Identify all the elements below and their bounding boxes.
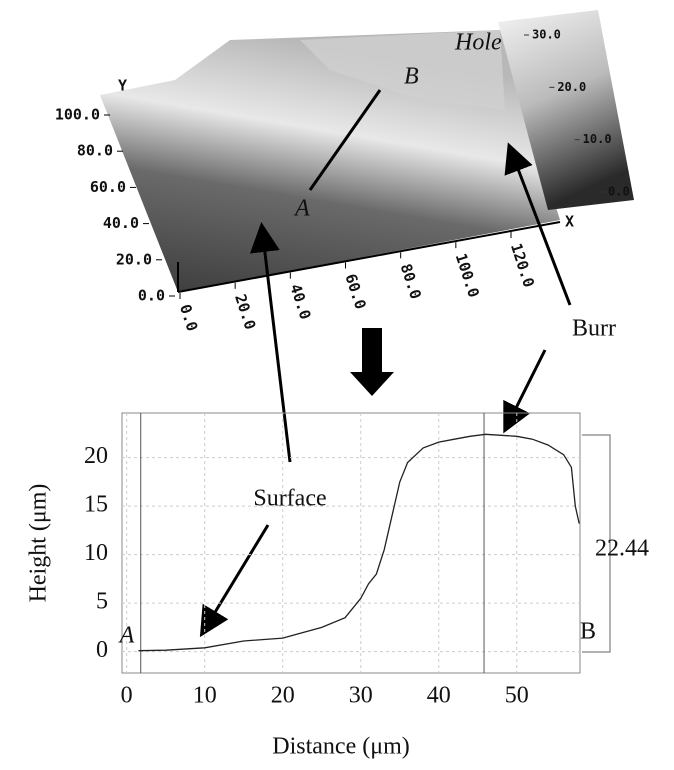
annotation: B xyxy=(580,619,596,645)
x-tick-label: 40.0 xyxy=(286,282,314,322)
y-tick-label: 100.0 xyxy=(55,106,100,124)
x-tick-label: 60.0 xyxy=(341,272,369,312)
x-tick-label: 40 xyxy=(427,683,451,709)
colorbar-tick-label: 20.0 xyxy=(557,80,586,94)
x-tick-label: 20 xyxy=(271,683,295,709)
annotation: Hole xyxy=(454,30,502,56)
y-tick-label: 15 xyxy=(84,492,108,518)
colorbar-tick-label: 30.0 xyxy=(532,28,561,42)
y-tick-label: 20.0 xyxy=(116,250,152,268)
x-tick-label: 20.0 xyxy=(231,292,259,332)
figure: 0.020.040.060.080.0100.00.020.040.060.08… xyxy=(0,0,674,770)
x-tick-label: 30 xyxy=(349,683,373,709)
x-axis-label: Distance (μm) xyxy=(272,734,409,760)
annotation: B xyxy=(404,64,419,90)
annotation: A xyxy=(293,196,310,222)
x-tick-label: 50 xyxy=(505,683,529,709)
x-tick-label: 80.0 xyxy=(397,261,425,301)
colorbar-tick-label: 10.0 xyxy=(583,132,612,146)
x-tick-label: 100.0 xyxy=(452,251,483,300)
x-tick-label: 0 xyxy=(121,683,133,709)
y-tick-label: 80.0 xyxy=(77,142,113,160)
x-axis-label: X xyxy=(565,213,574,231)
y-tick-label: 5 xyxy=(96,589,108,615)
y-tick-label: 10 xyxy=(84,540,108,566)
y-axis-label: Y xyxy=(118,77,127,95)
y-tick-label: 0 xyxy=(96,637,108,663)
y-tick-label: 60.0 xyxy=(90,178,126,196)
y-axis-label: Height (μm) xyxy=(26,484,52,603)
x-tick-label: 0.0 xyxy=(176,302,201,333)
annotation: A xyxy=(118,623,135,649)
annotation: Surface xyxy=(253,486,326,512)
annotation: 22.44 xyxy=(595,536,649,562)
arrow xyxy=(203,525,268,632)
x-tick-label: 10 xyxy=(193,683,217,709)
x-tick-label: 120.0 xyxy=(507,241,538,290)
y-tick-label: 20 xyxy=(84,443,108,469)
down-arrow xyxy=(350,328,394,396)
colorbar-tick-label: 0.0 xyxy=(608,185,630,199)
page: {"chart_data": [ {"type": "surface3d", "… xyxy=(0,0,674,770)
y-tick-label: 40.0 xyxy=(103,214,139,232)
y-tick-label: 0.0 xyxy=(138,287,165,305)
annotation: Burr xyxy=(572,316,616,342)
plot-area xyxy=(122,413,580,673)
arrow xyxy=(506,350,545,428)
